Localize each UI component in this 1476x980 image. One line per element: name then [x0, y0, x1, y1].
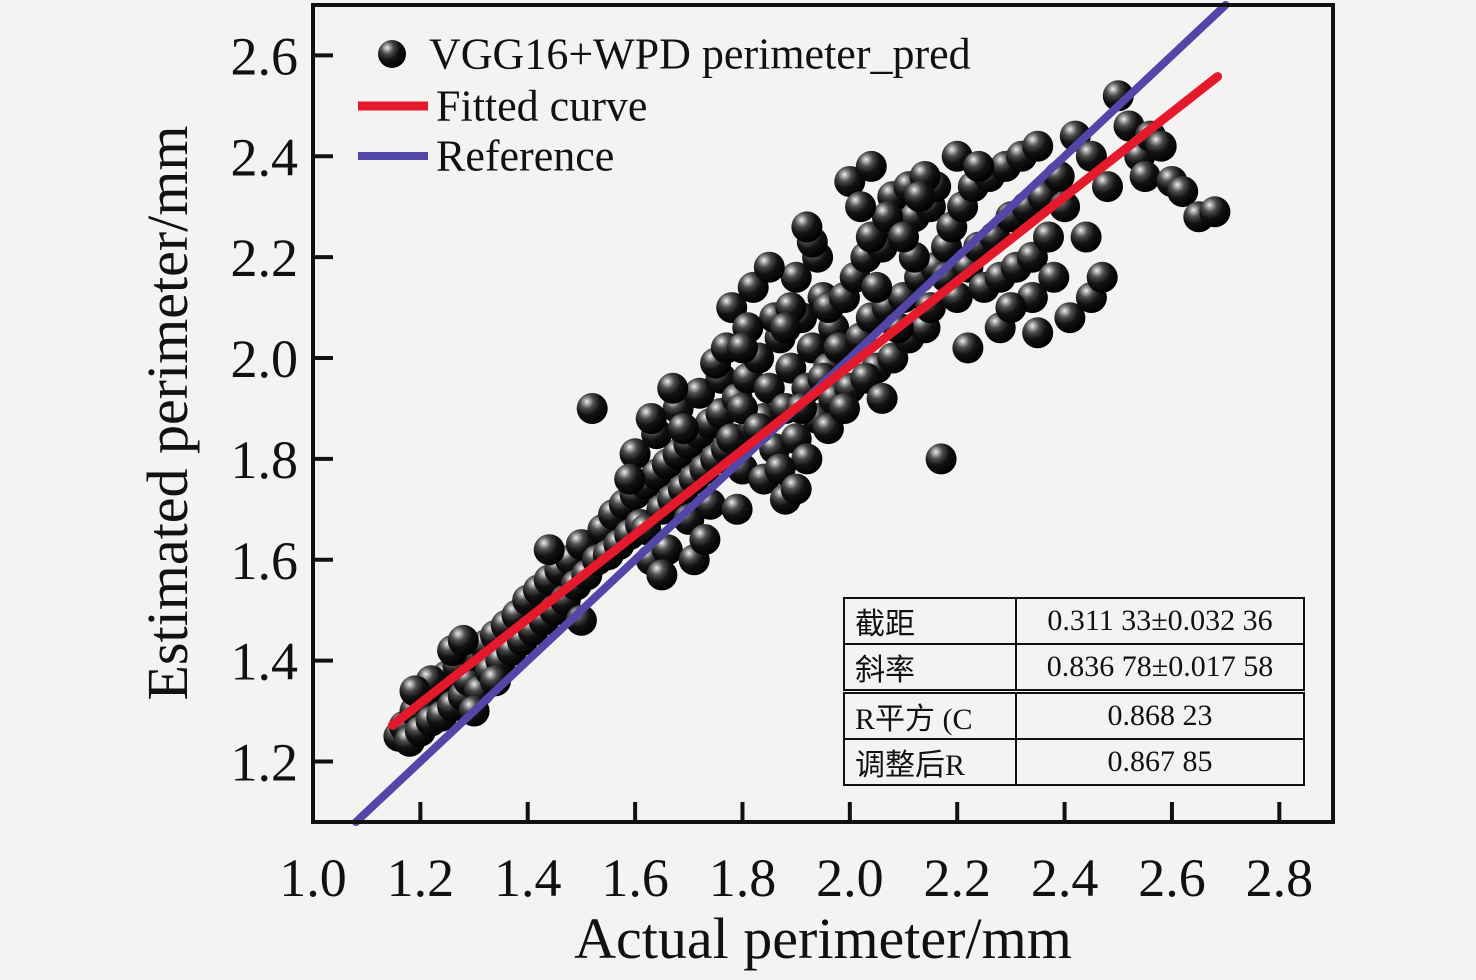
y-tick-label: 1.2	[231, 732, 299, 792]
scatter-point	[861, 271, 893, 303]
scatter-point	[791, 211, 823, 243]
stat-intercept-value: 0.311 33±0.032 36	[1015, 597, 1305, 645]
y-tick-label: 2.2	[231, 228, 299, 288]
scatter-point	[1129, 161, 1161, 192]
x-tick-label: 1.6	[601, 848, 669, 908]
x-tick-label: 2.2	[923, 848, 991, 908]
table-row: 调整后R 0.867 85	[843, 738, 1305, 786]
scatter-point	[1038, 261, 1070, 293]
x-tick-label: 1.4	[494, 848, 562, 908]
scatter-point	[1070, 221, 1102, 253]
scatter-point	[769, 312, 801, 344]
scatter-point	[614, 463, 646, 495]
scatter-point	[952, 332, 984, 364]
stat-rsquare-value: 0.868 23	[1015, 689, 1305, 740]
x-axis-title: Actual perimeter/mm	[574, 906, 1072, 971]
table-row: 斜率 0.836 78±0.017 58	[843, 643, 1305, 693]
scatter-point	[667, 413, 699, 445]
scatter-point	[533, 534, 565, 566]
y-tick-label: 2.6	[231, 26, 299, 86]
scatter-point	[1022, 317, 1054, 349]
scatter-point	[1145, 130, 1177, 162]
x-tick-label: 2.0	[816, 848, 884, 908]
scatter-point	[619, 438, 651, 470]
scatter-point	[1086, 261, 1118, 293]
scatter-point	[1092, 171, 1123, 203]
scatter-point	[635, 403, 667, 434]
stat-slope-value: 0.836 78±0.017 58	[1015, 643, 1305, 693]
y-tick-label: 2.0	[231, 329, 299, 389]
scatter-point	[753, 251, 785, 283]
scatter-point	[1054, 302, 1086, 334]
scatter-point	[657, 372, 689, 404]
scatter-point	[1167, 176, 1199, 208]
scatter-point	[689, 524, 721, 556]
scatter-point	[1199, 196, 1231, 228]
y-tick-label: 1.6	[231, 531, 299, 591]
x-tick-label: 2.6	[1138, 848, 1206, 908]
plot-frame	[311, 3, 1335, 824]
scatter-point	[447, 624, 479, 656]
y-tick-label: 1.4	[231, 632, 299, 692]
y-axis-title: Estimated perimeter/mm	[135, 126, 200, 701]
stat-slope-label: 斜率	[843, 643, 1017, 693]
scatter-point	[866, 382, 898, 414]
scatter-point	[829, 393, 860, 424]
x-tick-label: 2.4	[1031, 848, 1099, 908]
x-tick-label: 1.8	[709, 848, 777, 908]
scatter-point	[780, 473, 812, 505]
x-tick-label: 1.0	[279, 848, 347, 908]
table-row: 截距 0.311 33±0.032 36	[843, 597, 1305, 645]
scatter-point	[855, 150, 887, 182]
stat-adj-rsquare-label: 调整后R	[843, 738, 1017, 786]
scatter-point	[963, 150, 995, 182]
legend-label-reference: Reference	[436, 132, 614, 181]
axes-ticks: 1.0 1.2 1.4 1.6 1.8 2.0 2.2 2.4 2.6 2.8 1.2 1.4 1.6 1…	[231, 26, 1314, 908]
scatter-point	[925, 443, 957, 475]
x-tick-label: 1.2	[387, 848, 455, 908]
stats-table: 截距 0.311 33±0.032 36 斜率 0.836 78±0.017 5…	[843, 597, 1305, 786]
scatter-point	[684, 377, 715, 409]
y-tick-label: 2.4	[231, 127, 299, 187]
scatter-point	[576, 393, 608, 424]
scatter-point	[727, 332, 758, 364]
legend-sphere-marker-icon	[378, 40, 406, 68]
scatter-point	[1022, 130, 1054, 162]
scatter-point	[1033, 221, 1064, 253]
legend-label-fitted: Fitted curve	[436, 82, 647, 131]
scatter-point	[995, 292, 1027, 324]
x-tick-label: 2.8	[1246, 848, 1314, 908]
scatter-point	[721, 493, 753, 525]
stat-adj-rsquare-value: 0.867 85	[1015, 738, 1305, 786]
y-tick-label: 1.8	[231, 430, 299, 490]
legend-label-scatter: VGG16+WPD perimeter_pred	[429, 30, 971, 79]
table-row: R平方 (C 0.868 23	[843, 689, 1305, 740]
scatter-point	[646, 559, 678, 591]
scatter-point	[888, 221, 919, 253]
line-series	[351, 1, 1230, 826]
stat-intercept-label: 截距	[843, 597, 1017, 645]
stat-rsquare-label: R平方 (C	[843, 689, 1017, 740]
scatter-point	[780, 261, 812, 293]
scatter-point	[845, 191, 877, 223]
fitted-curve-line	[387, 72, 1223, 730]
scatter-point	[834, 166, 866, 197]
scatter-point	[791, 443, 823, 475]
scatter-point	[904, 181, 936, 213]
legend: VGG16+WPD perimeter_pred Fitted curve Re…	[358, 30, 971, 181]
